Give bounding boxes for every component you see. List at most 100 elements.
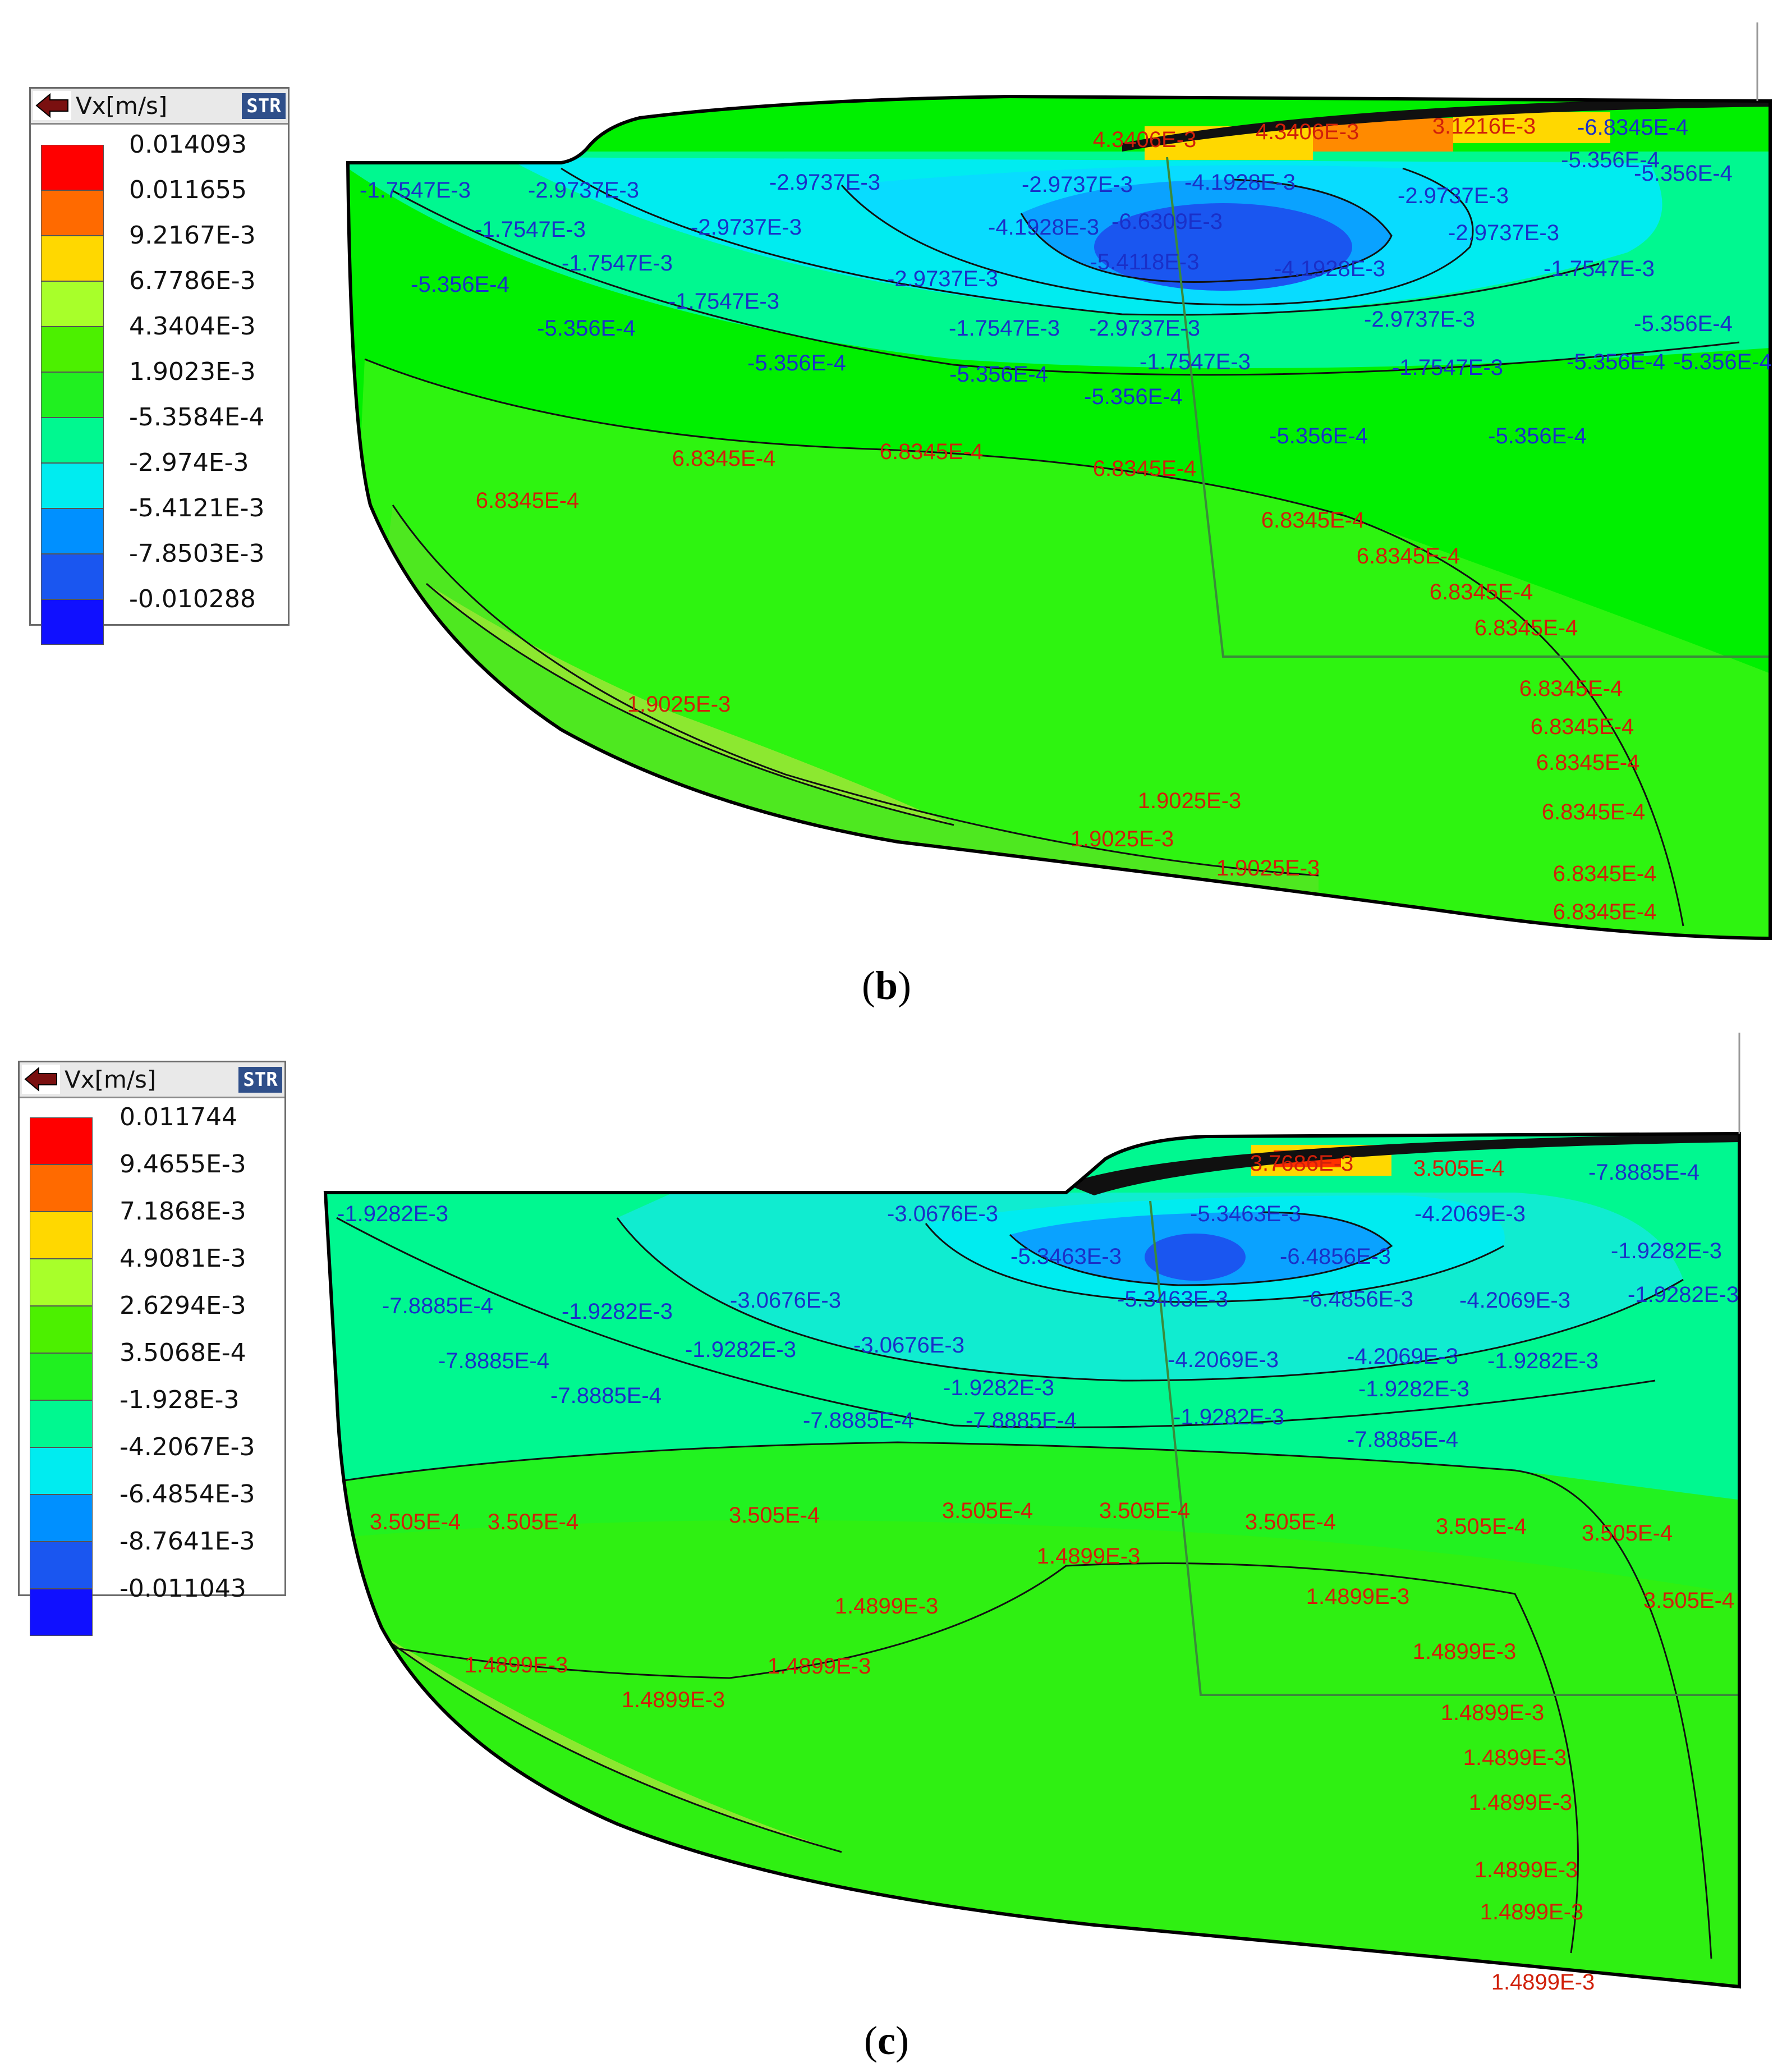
legend-swatch <box>41 508 104 554</box>
contour-label: 3.505E-4 <box>370 1510 461 1534</box>
contour-label: 3.505E-4 <box>1436 1514 1527 1539</box>
contour-label: -3.0676E-3 <box>730 1288 841 1313</box>
legend-level-label: -4.2067E-3 <box>120 1433 255 1461</box>
legend-level-label: 6.7786E-3 <box>129 267 256 295</box>
contour-label: 3.505E-4 <box>1582 1521 1673 1546</box>
legend-level-label: -5.4121E-3 <box>129 494 265 522</box>
legend-swatch <box>30 1165 93 1212</box>
legend-header: Vx[m/s] STR <box>31 89 288 125</box>
contour-label: -1.7547E-3 <box>1392 355 1503 380</box>
contour-label: -6.8345E-4 <box>1577 115 1688 140</box>
contour-label: -1.9282E-3 <box>1611 1239 1722 1263</box>
contour-label: -2.9737E-3 <box>1022 172 1133 197</box>
contour-label: -6.4856E-3 <box>1302 1287 1413 1312</box>
contour-label: -4.2069E-3 <box>1347 1344 1458 1369</box>
contour-label: -3.0676E-3 <box>853 1333 964 1358</box>
legend-level-label: 4.3404E-3 <box>129 312 256 341</box>
panel-caption-b: (b) <box>861 963 911 1008</box>
contour-label: 6.8345E-4 <box>1430 580 1533 604</box>
contour-label: -2.9737E-3 <box>528 178 639 203</box>
contour-label: -2.9737E-3 <box>1448 221 1559 245</box>
legend-header: Vx[m/s] STR <box>20 1062 284 1098</box>
legend-swatch <box>30 1117 93 1165</box>
back-arrow-icon[interactable] <box>22 1065 60 1094</box>
contour-label: 6.8345E-4 <box>1553 861 1657 886</box>
contour-label: 1.4899E-3 <box>1413 1639 1517 1664</box>
contour-label: -7.8885E-4 <box>966 1408 1077 1433</box>
contour-label: -2.9737E-3 <box>1089 316 1200 341</box>
contour-label: -6.6309E-3 <box>1111 209 1223 234</box>
contour-label: -1.7547E-3 <box>668 289 779 314</box>
contour-label: -1.9282E-3 <box>1358 1377 1469 1401</box>
colorbar-legend-b: Vx[m/s] STR 0.014093 0.011655 9.2167E-3 6.7… <box>29 87 290 645</box>
contour-label: -7.8885E-4 <box>550 1383 662 1408</box>
contour-label: -7.8885E-4 <box>382 1294 493 1318</box>
legend-swatch <box>41 554 104 599</box>
contour-label: -4.2069E-3 <box>1459 1288 1570 1313</box>
legend-level-label: 9.4655E-3 <box>120 1150 246 1179</box>
legend-swatch <box>30 1400 93 1447</box>
contour-label: -1.7547E-3 <box>949 316 1060 341</box>
contour-label: 6.8345E-4 <box>1357 544 1460 569</box>
contour-label: 1.4899E-3 <box>1463 1745 1567 1770</box>
contour-label: -1.9282E-3 <box>337 1202 448 1226</box>
contour-label: -5.356E-4 <box>411 272 509 297</box>
legend-level-label: -6.4854E-3 <box>120 1480 255 1509</box>
legend-level-label: 0.011744 <box>120 1103 237 1131</box>
contour-label: -2.9737E-3 <box>887 267 998 291</box>
contour-label: -1.9282E-3 <box>562 1299 673 1324</box>
contour-label: 6.8345E-4 <box>476 488 580 513</box>
contour-label: -5.356E-4 <box>1567 350 1665 374</box>
contour-label: -3.0676E-3 <box>887 1202 998 1226</box>
contour-label: 6.8345E-4 <box>880 439 984 464</box>
str-button[interactable]: STR <box>238 1067 282 1093</box>
contour-label: 6.8345E-4 <box>1475 616 1578 640</box>
caption-letter: b <box>875 963 898 1008</box>
contour-label: 1.9025E-3 <box>1138 789 1242 813</box>
contour-label: -2.9737E-3 <box>1364 307 1475 332</box>
contour-label: -5.4118E-3 <box>1090 250 1200 274</box>
contour-label: 1.4899E-3 <box>1469 1790 1573 1815</box>
contour-label: 1.9025E-3 <box>627 692 731 717</box>
legend-level-label: 9.2167E-3 <box>129 221 256 250</box>
legend-swatch <box>30 1447 93 1495</box>
contour-label: -1.9282E-3 <box>1173 1405 1284 1429</box>
contour-label: -5.356E-4 <box>949 362 1048 387</box>
contour-label: 3.505E-4 <box>488 1510 578 1534</box>
contour-label: -4.1928E-3 <box>1184 170 1296 195</box>
contour-label: 6.8345E-4 <box>1093 456 1197 481</box>
legend-level-label: 3.5068E-4 <box>120 1338 246 1367</box>
contour-label: -5.356E-4 <box>1084 384 1183 409</box>
legend-swatch <box>41 281 104 327</box>
contour-label: 1.4899E-3 <box>1441 1700 1545 1725</box>
contour-label: 6.8345E-4 <box>1553 900 1657 924</box>
legend-level-label: 2.6294E-3 <box>120 1291 246 1320</box>
str-button[interactable]: STR <box>242 93 286 119</box>
contour-plot-b: 4.3406E-3 4.3406E-3 3.1216E-3 -6.8345E-4 -5.… <box>346 22 1772 941</box>
contour-label: 6.8345E-4 <box>672 446 776 471</box>
legend-swatch <box>41 418 104 463</box>
contour-label: -7.8885E-4 <box>803 1408 914 1433</box>
contour-label: 1.4899E-3 <box>622 1688 725 1712</box>
contour-label: 3.505E-4 <box>1643 1588 1734 1613</box>
legend-swatch <box>41 236 104 281</box>
contour-plot-c: 3.7686E-3 3.505E-4 -7.8885E-4 -1.9282E-3 -3.… <box>323 1033 1741 1995</box>
back-arrow-icon[interactable] <box>33 91 71 120</box>
contour-label: 3.1216E-3 <box>1432 114 1536 139</box>
contour-label: 3.505E-4 <box>1099 1498 1190 1523</box>
legend-swatch <box>41 372 104 418</box>
contour-label: -1.7547E-3 <box>1140 350 1251 374</box>
legend-swatch <box>30 1353 93 1400</box>
legend-swatch <box>30 1306 93 1353</box>
contour-label: -7.8885E-4 <box>1588 1160 1699 1185</box>
legend-level-label: -2.974E-3 <box>129 448 249 477</box>
contour-label: -4.2069E-3 <box>1168 1347 1279 1372</box>
contour-label: -5.356E-4 <box>747 351 846 375</box>
legend-level-label: -7.8503E-3 <box>129 539 265 568</box>
legend-swatch <box>41 190 104 236</box>
colorbar-legend-c: Vx[m/s] STR 0.011744 9.4655E-3 7.1868E-3 4.… <box>18 1061 286 1636</box>
contour-label: -5.356E-4 <box>1634 311 1733 336</box>
legend-level-label: 0.014093 <box>129 130 247 159</box>
contour-label: -1.9282E-3 <box>1487 1349 1599 1373</box>
legend-swatch <box>30 1542 93 1589</box>
